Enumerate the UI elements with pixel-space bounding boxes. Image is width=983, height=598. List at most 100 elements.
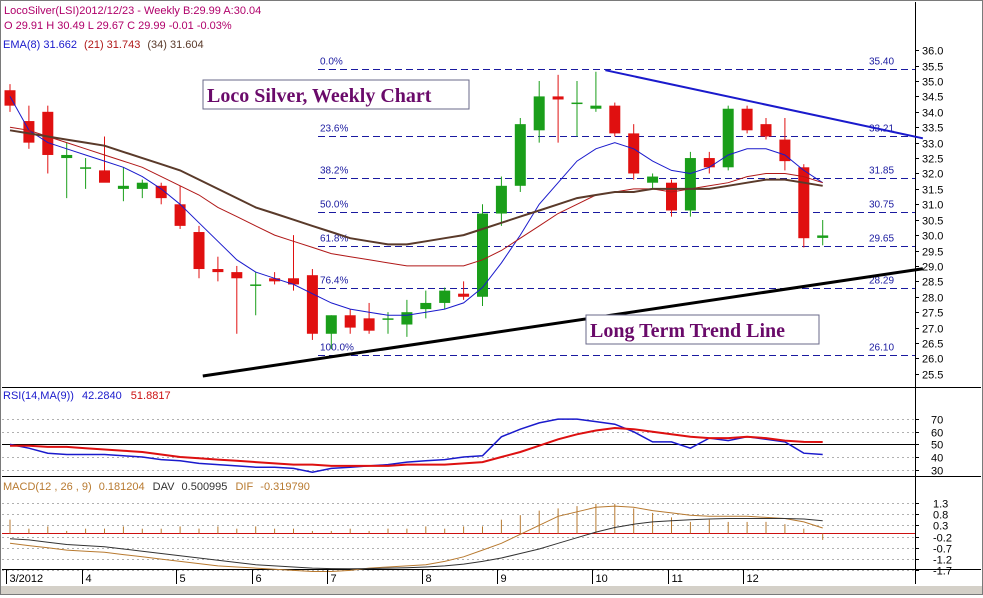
candle-up <box>61 142 73 199</box>
fib-percent-label: 23.6% <box>320 124 348 135</box>
rsi-ma-value: 51.8817 <box>131 390 171 402</box>
price-tick-label: 35.0 <box>922 77 943 89</box>
ema-line-1 <box>9 96 823 316</box>
candle-body <box>760 124 772 137</box>
macd-value: 0.181204 <box>99 481 145 493</box>
candle-up <box>136 179 148 199</box>
candle-body <box>590 105 602 109</box>
time-tick-label: 12 <box>747 573 759 585</box>
candle-up <box>325 315 337 350</box>
candle-body <box>817 235 829 238</box>
candle-body <box>741 108 753 131</box>
candle-down <box>231 265 243 334</box>
fib-value-label: 30.75 <box>869 200 894 211</box>
time-tick-label: 4 <box>86 573 92 585</box>
fib-percent-label: 0.0% <box>320 57 343 68</box>
candle-body <box>703 158 715 168</box>
ema-legend: EMA(8) 31.662 (21) 31.743 (34) 31.604 <box>3 39 204 51</box>
chart-title-line: LocoSilver(LSI)2012/12/23 - Weekly B:29.… <box>4 5 261 17</box>
fib-value-label: 29.65 <box>869 234 894 245</box>
price-tick-label: 25.5 <box>922 370 943 382</box>
rsi-tick-label: 60 <box>931 428 943 440</box>
trendline-callout: Long Term Trend Line <box>585 314 820 345</box>
macd-tick-label: 1.3 <box>933 499 948 511</box>
candle-body <box>684 158 696 211</box>
candlesticks <box>4 71 829 350</box>
candle-down <box>42 105 54 174</box>
candle-body <box>344 315 356 328</box>
candle-up <box>401 299 413 337</box>
candle-down <box>344 309 356 334</box>
price-tick-label: 31.0 <box>922 200 943 212</box>
candle-down <box>628 124 640 180</box>
price-tick-label: 29.0 <box>922 262 943 274</box>
candle-body <box>495 185 507 214</box>
candle-body <box>514 124 526 186</box>
dav-value: 0.500995 <box>182 481 228 493</box>
candle-down <box>609 102 621 137</box>
candle-up <box>439 287 451 310</box>
time-tick-label: 10 <box>596 573 608 585</box>
trendline-callout-box <box>585 314 820 345</box>
rsi-label: RSI(14,MA(9)) <box>3 390 74 402</box>
dav-label: DAV <box>153 481 175 493</box>
candle-down <box>552 74 564 143</box>
dif-label: DIF <box>235 481 253 493</box>
candle-up <box>514 117 526 192</box>
macd-series-line-1 <box>9 505 823 572</box>
fib-value-label: 28.29 <box>869 276 894 287</box>
time-tick-label: 11 <box>672 573 683 585</box>
fib-value-label: 35.40 <box>869 57 894 68</box>
price-tick-label: 28.0 <box>922 293 943 305</box>
candle-up <box>571 80 583 137</box>
candle-down <box>155 182 167 205</box>
candle-down <box>703 151 715 174</box>
candle-body <box>458 293 470 297</box>
candle-body <box>4 90 16 106</box>
ema-line-3 <box>9 129 823 246</box>
macd-series-line-2 <box>9 518 823 570</box>
candle-body <box>533 96 545 131</box>
candle-body <box>42 111 54 155</box>
candle-body <box>174 204 186 226</box>
macd-tick-label: -1.7 <box>933 566 952 578</box>
price-tick-label: 28.5 <box>922 277 943 289</box>
macd-tick-label: 0.3 <box>933 521 948 533</box>
candle-up <box>477 204 488 307</box>
candle-body <box>193 232 205 270</box>
macd-panel: 1.30.80.3-0.2-0.7-1.2-1.7 <box>2 499 952 578</box>
fibonacci-levels: 0.0%35.4023.6%33.2138.2%31.8550.0%30.756… <box>318 57 915 356</box>
price-tick-label: 33.5 <box>922 123 943 135</box>
fib-percent-label: 50.0% <box>320 200 348 211</box>
candle-body <box>99 170 110 183</box>
macd-header: MACD(12 , 26 , 9) 0.181204 DAV 0.500995 … <box>3 481 310 493</box>
candle-up <box>250 272 262 316</box>
candle-up <box>647 173 659 189</box>
candle-body <box>136 182 148 189</box>
candle-body <box>250 284 262 286</box>
title-callout: Loco Silver, Weekly Chart <box>202 79 470 110</box>
price-tick-label: 30.5 <box>922 216 943 228</box>
rsi-tick-label: 70 <box>931 415 943 427</box>
candle-down <box>193 225 205 279</box>
macd-tick-label: 0.8 <box>933 510 948 522</box>
candle-body <box>552 96 564 100</box>
ema-lines <box>9 96 823 316</box>
candle-up <box>684 151 696 217</box>
candle-body <box>666 182 677 211</box>
fib-value-label: 31.85 <box>869 166 894 177</box>
ohlc-line: O 29.91 H 30.49 L 29.67 C 29.99 -0.01 -0… <box>4 20 232 32</box>
candle-body <box>231 272 243 279</box>
candle-down <box>760 117 772 140</box>
price-tick-label: 34.0 <box>922 108 943 120</box>
candle-down <box>174 185 186 229</box>
candle-down <box>99 136 110 183</box>
rsi-tick-label: 50 <box>931 440 943 452</box>
rsi-tick-label: 40 <box>931 453 943 465</box>
candle-body <box>420 302 432 310</box>
candle-up <box>117 167 129 202</box>
candle-down <box>212 256 224 282</box>
fib-percent-label: 61.8% <box>320 234 348 245</box>
candle-up <box>533 80 545 143</box>
candle-down <box>779 117 791 171</box>
